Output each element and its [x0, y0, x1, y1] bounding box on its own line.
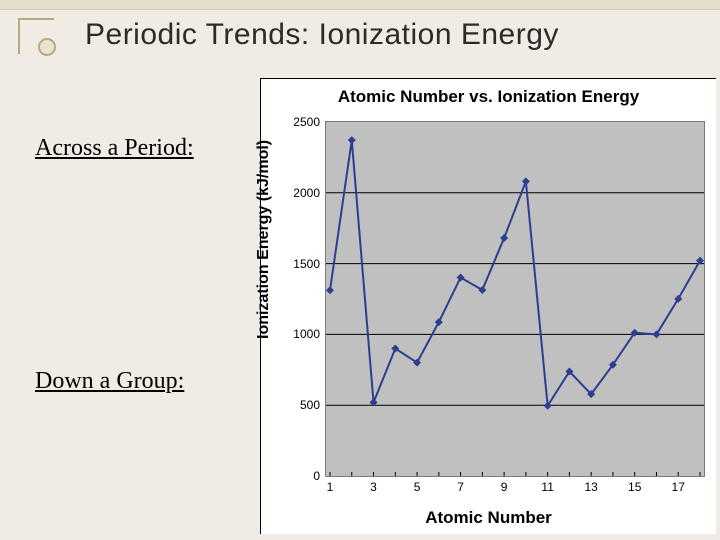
chart-xtick: 15 — [628, 480, 641, 494]
chart-xtick: 13 — [584, 480, 597, 494]
chart-xtick: 9 — [501, 480, 508, 494]
corner-decoration — [14, 14, 64, 64]
label-across-period: Across a Period: — [35, 135, 194, 162]
chart-xtick: 11 — [541, 480, 553, 494]
chart-ytick: 2000 — [293, 186, 320, 200]
top-bar — [0, 0, 720, 10]
chart-ylabel: Ionization Energy (kJ/mol) — [255, 140, 273, 339]
chart-container: Atomic Number vs. Ionization Energy Ioni… — [260, 78, 716, 534]
chart-xtick: 3 — [370, 480, 377, 494]
chart-title: Atomic Number vs. Ionization Energy — [261, 79, 716, 107]
chart-ytick: 1000 — [293, 327, 320, 341]
chart-xlabel: Atomic Number — [261, 508, 716, 528]
slide-title: Periodic Trends: Ionization Energy — [85, 18, 559, 52]
chart-ytick: 500 — [300, 398, 320, 412]
chart-xtick: 5 — [414, 480, 421, 494]
chart-ytick: 0 — [313, 469, 320, 483]
chart-ytick: 2500 — [293, 115, 320, 129]
chart-ytick: 1500 — [293, 257, 320, 271]
label-down-group: Down a Group: — [35, 368, 184, 395]
chart-xtick: 1 — [327, 480, 334, 494]
chart-xtick: 7 — [457, 480, 464, 494]
chart-plot-area: 050010001500200025001357911131517 — [325, 121, 705, 477]
chart-xtick: 17 — [672, 480, 685, 494]
slide: Periodic Trends: Ionization Energy Acros… — [0, 0, 720, 540]
